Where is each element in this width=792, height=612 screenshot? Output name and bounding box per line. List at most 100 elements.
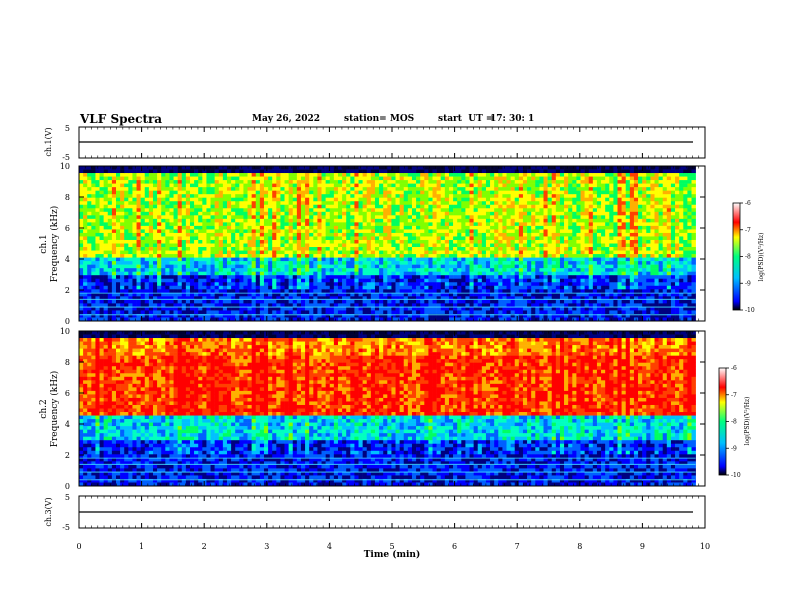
- spectrogram-cell: [465, 303, 470, 308]
- spectrogram-cell: [296, 236, 302, 241]
- spectrogram-cell: [354, 285, 359, 290]
- spectrogram-cell: [181, 218, 187, 223]
- spectrogram-cell: [259, 190, 265, 195]
- spectrogram-cell: [268, 268, 273, 272]
- spectrogram-cell: [140, 176, 146, 181]
- spectrogram-cell: [305, 208, 310, 213]
- spectrogram-cell: [531, 296, 536, 301]
- spectrogram-cell: [136, 254, 141, 258]
- spectrogram-cell: [490, 201, 495, 206]
- spectrogram-cell: [198, 303, 203, 308]
- spectrogram-cell: [181, 236, 187, 241]
- spectrogram-cell: [202, 299, 207, 304]
- spectrogram-cell: [247, 218, 252, 223]
- spectrogram-cell: [469, 187, 474, 191]
- spectrogram-cell: [374, 183, 380, 188]
- spectrogram-cell: [403, 310, 409, 315]
- spectrogram-cell: [165, 180, 170, 184]
- spectrogram-cell: [276, 218, 281, 223]
- spectrogram-cell: [177, 232, 183, 237]
- spectrogram-cell: [263, 310, 269, 315]
- spectrogram-cell: [206, 211, 211, 216]
- spectrogram-cell: [288, 197, 294, 202]
- spectrogram-cell: [202, 194, 207, 198]
- spectrogram-cell: [535, 313, 540, 318]
- spectrogram-cell: [527, 299, 532, 304]
- spectrogram-cell: [362, 236, 368, 241]
- spectrogram-cell: [185, 261, 191, 265]
- spectrogram-cell: [346, 310, 351, 315]
- spectrogram-cell: [300, 194, 306, 198]
- spectrogram-cell: [403, 218, 409, 223]
- spectrogram-cell: [284, 296, 289, 301]
- spectrogram-cell: [128, 201, 133, 206]
- spectrogram-cell: [325, 299, 331, 304]
- spectrogram-cell: [272, 218, 277, 223]
- spectrogram-cell: [95, 169, 100, 174]
- spectrogram-cell: [342, 169, 347, 174]
- spectrogram-cell: [87, 289, 92, 294]
- spectrogram-cell: [95, 204, 100, 209]
- spectrogram-cell: [120, 190, 125, 195]
- spectrogram-cell: [366, 254, 372, 258]
- spectrogram-cell: [132, 211, 137, 216]
- spectrogram-cell: [169, 197, 174, 202]
- spectrogram-cell: [292, 208, 298, 213]
- spectrogram-cell: [473, 208, 479, 213]
- spectrogram-cell: [231, 303, 236, 308]
- spectrogram-cell: [169, 236, 174, 241]
- ch1-spectrogram-panel: ch.1 Frequency (kHz): [39, 165, 706, 322]
- spectrogram-cell: [296, 211, 302, 216]
- spectrogram-cell: [276, 310, 281, 315]
- spectrogram-cell: [440, 282, 446, 287]
- spectrogram-cell: [148, 201, 154, 206]
- spectrogram-cell: [403, 225, 409, 230]
- spectrogram-cell: [411, 197, 417, 202]
- spectrogram-cell: [222, 250, 228, 255]
- spectrogram-cell: [407, 257, 413, 262]
- spectrogram-cell: [370, 313, 376, 318]
- spectrogram-cell: [194, 306, 199, 311]
- spectrogram-cell: [411, 180, 417, 184]
- spectrogram-cell: [346, 289, 351, 294]
- spectrogram-cell: [202, 257, 207, 262]
- spectrogram-cell: [103, 278, 109, 283]
- spectrogram-cell: [95, 208, 100, 213]
- spectrogram-cell: [354, 176, 359, 181]
- spectrogram-cell: [387, 303, 392, 308]
- spectrogram-cell: [317, 173, 322, 177]
- spectrogram-cell: [210, 278, 215, 283]
- spectrogram-cell: [383, 310, 388, 315]
- spectrogram-cell: [325, 317, 331, 322]
- spectrogram-cell: [539, 239, 544, 244]
- spectrogram-cell: [354, 232, 359, 237]
- spectrogram-cell: [296, 169, 302, 174]
- spectrogram-cell: [247, 289, 252, 294]
- spectrogram-cell: [416, 215, 421, 220]
- spectrogram-cell: [313, 187, 318, 191]
- spectrogram-cell: [465, 243, 470, 248]
- spectrogram-cell: [185, 239, 191, 244]
- spectrogram-cell: [161, 299, 166, 304]
- spectrogram-cell: [411, 225, 417, 230]
- spectrogram-cell: [498, 254, 503, 258]
- spectrogram-cell: [399, 239, 405, 244]
- spectrogram-cell: [210, 299, 215, 304]
- spectrogram-cell: [87, 169, 92, 174]
- spectrogram-cell: [87, 285, 92, 290]
- spectrogram-cell: [300, 254, 306, 258]
- spectrogram-cell: [535, 275, 540, 280]
- spectrogram-cell: [416, 285, 421, 290]
- spectrogram-cell: [107, 285, 113, 290]
- spectrogram-cell: [272, 190, 277, 195]
- spectrogram-cell: [202, 204, 207, 209]
- spectrogram-cell: [87, 190, 92, 195]
- spectrogram-cell: [506, 278, 511, 283]
- spectrogram-cell: [148, 222, 154, 227]
- spectrogram-cell: [383, 313, 388, 318]
- spectrogram-cell: [161, 197, 166, 202]
- spectrogram-cell: [527, 285, 532, 290]
- spectrogram-cell: [280, 278, 285, 283]
- spectrogram-cell: [148, 180, 154, 184]
- spectrogram-cell: [148, 264, 154, 269]
